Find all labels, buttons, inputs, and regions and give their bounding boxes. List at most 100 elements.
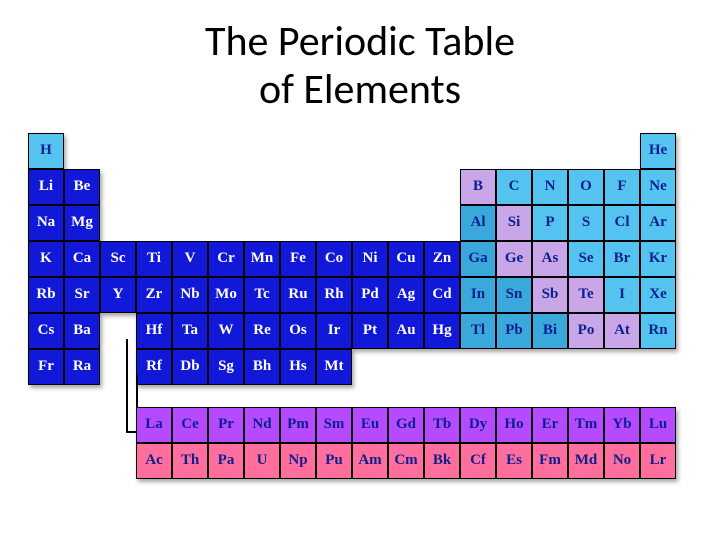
element-Be: Be	[64, 169, 100, 205]
periodic-table: HHeLiBeBCNOFNeNaMgAlSiPSClArKCaScTiVCrMn…	[28, 133, 692, 479]
element-Cf: Cf	[460, 443, 496, 479]
element-Bh: Bh	[244, 349, 280, 385]
element-Ag: Ag	[388, 277, 424, 313]
element-Cm: Cm	[388, 443, 424, 479]
element-Ga: Ga	[460, 241, 496, 277]
element-Bi: Bi	[532, 313, 568, 349]
element-Kr: Kr	[640, 241, 676, 277]
element-He: He	[640, 133, 676, 169]
main-block: HHeLiBeBCNOFNeNaMgAlSiPSClArKCaScTiVCrMn…	[28, 133, 676, 385]
element-Os: Os	[280, 313, 316, 349]
element-Lr: Lr	[640, 443, 676, 479]
element-Ho: Ho	[496, 407, 532, 443]
element-W: W	[208, 313, 244, 349]
page-title: The Periodic Table of Elements	[0, 18, 720, 115]
element-Mt: Mt	[316, 349, 352, 385]
element-Sc: Sc	[100, 241, 136, 277]
element-Si: Si	[496, 205, 532, 241]
element-Db: Db	[172, 349, 208, 385]
element-Pb: Pb	[496, 313, 532, 349]
element-Rb: Rb	[28, 277, 64, 313]
element-Ar: Ar	[640, 205, 676, 241]
element-Ni: Ni	[352, 241, 388, 277]
element-Y: Y	[100, 277, 136, 313]
element-Pu: Pu	[316, 443, 352, 479]
element-Zn: Zn	[424, 241, 460, 277]
element-U: U	[244, 443, 280, 479]
element-Pa: Pa	[208, 443, 244, 479]
element-Sr: Sr	[64, 277, 100, 313]
element-Hs: Hs	[280, 349, 316, 385]
element-Pr: Pr	[208, 407, 244, 443]
element-Mn: Mn	[244, 241, 280, 277]
element-Dy: Dy	[460, 407, 496, 443]
element-Er: Er	[532, 407, 568, 443]
element-Ne: Ne	[640, 169, 676, 205]
element-Cu: Cu	[388, 241, 424, 277]
element-Ru: Ru	[280, 277, 316, 313]
element-Au: Au	[388, 313, 424, 349]
element-Am: Am	[352, 443, 388, 479]
element-Ti: Ti	[136, 241, 172, 277]
element-At: At	[604, 313, 640, 349]
element-Ac: Ac	[136, 443, 172, 479]
element-Fr: Fr	[28, 349, 64, 385]
element-Co: Co	[316, 241, 352, 277]
element-Al: Al	[460, 205, 496, 241]
element-Sn: Sn	[496, 277, 532, 313]
element-Rh: Rh	[316, 277, 352, 313]
element-Li: Li	[28, 169, 64, 205]
element-Se: Se	[568, 241, 604, 277]
element-Fe: Fe	[280, 241, 316, 277]
element-Hg: Hg	[424, 313, 460, 349]
element-K: K	[28, 241, 64, 277]
element-Tl: Tl	[460, 313, 496, 349]
element-F: F	[604, 169, 640, 205]
element-Cs: Cs	[28, 313, 64, 349]
element-Te: Te	[568, 277, 604, 313]
element-Hf: Hf	[136, 313, 172, 349]
element-Nb: Nb	[172, 277, 208, 313]
element-Md: Md	[568, 443, 604, 479]
element-H: H	[28, 133, 64, 169]
element-In: In	[460, 277, 496, 313]
element-Br: Br	[604, 241, 640, 277]
element-V: V	[172, 241, 208, 277]
title-line-1: The Periodic Table	[205, 16, 515, 67]
element-I: I	[604, 277, 640, 313]
element-B: B	[460, 169, 496, 205]
element-Pd: Pd	[352, 277, 388, 313]
element-Cr: Cr	[208, 241, 244, 277]
element-Xe: Xe	[640, 277, 676, 313]
element-Ir: Ir	[316, 313, 352, 349]
element-Tb: Tb	[424, 407, 460, 443]
element-Nd: Nd	[244, 407, 280, 443]
element-P: P	[532, 205, 568, 241]
element-Pm: Pm	[280, 407, 316, 443]
element-Ba: Ba	[64, 313, 100, 349]
element-Tm: Tm	[568, 407, 604, 443]
element-N: N	[532, 169, 568, 205]
element-As: As	[532, 241, 568, 277]
element-Pt: Pt	[352, 313, 388, 349]
element-Cl: Cl	[604, 205, 640, 241]
element-Na: Na	[28, 205, 64, 241]
element-Sb: Sb	[532, 277, 568, 313]
element-Sg: Sg	[208, 349, 244, 385]
element-Ce: Ce	[172, 407, 208, 443]
element-Rn: Rn	[640, 313, 676, 349]
element-No: No	[604, 443, 640, 479]
element-Zr: Zr	[136, 277, 172, 313]
element-Ge: Ge	[496, 241, 532, 277]
element-Eu: Eu	[352, 407, 388, 443]
element-Lu: Lu	[640, 407, 676, 443]
element-O: O	[568, 169, 604, 205]
element-Ra: Ra	[64, 349, 100, 385]
element-Yb: Yb	[604, 407, 640, 443]
element-Cd: Cd	[424, 277, 460, 313]
element-C: C	[496, 169, 532, 205]
element-Gd: Gd	[388, 407, 424, 443]
element-Tc: Tc	[244, 277, 280, 313]
element-Re: Re	[244, 313, 280, 349]
element-Mg: Mg	[64, 205, 100, 241]
